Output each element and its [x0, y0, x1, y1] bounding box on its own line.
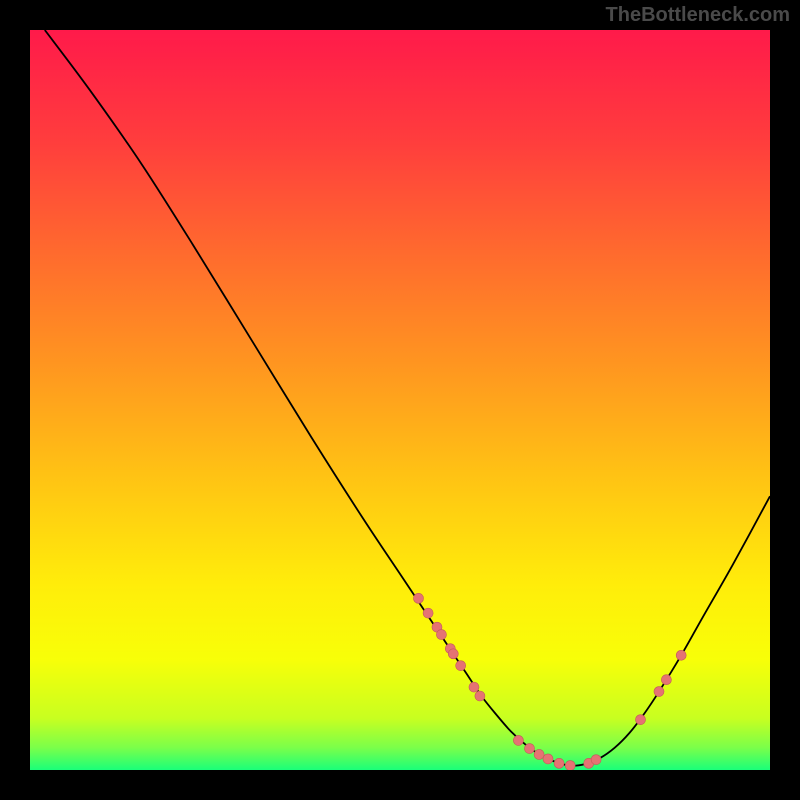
- chart-container: [30, 30, 770, 770]
- watermark-text: TheBottleneck.com: [606, 4, 790, 27]
- data-marker: [456, 661, 466, 671]
- data-marker: [525, 744, 535, 754]
- data-marker: [565, 761, 575, 770]
- data-marker: [654, 687, 664, 697]
- data-marker: [661, 675, 671, 685]
- data-marker: [676, 650, 686, 660]
- data-marker: [423, 608, 433, 618]
- data-marker: [591, 755, 601, 765]
- data-marker: [543, 754, 553, 764]
- data-marker: [554, 758, 564, 768]
- data-marker: [513, 735, 523, 745]
- data-marker: [475, 691, 485, 701]
- chart-background: [30, 30, 770, 770]
- data-marker: [414, 593, 424, 603]
- data-marker: [436, 630, 446, 640]
- data-marker: [534, 749, 544, 759]
- data-marker: [448, 649, 458, 659]
- data-marker: [636, 715, 646, 725]
- bottleneck-curve-chart: [30, 30, 770, 770]
- data-marker: [469, 682, 479, 692]
